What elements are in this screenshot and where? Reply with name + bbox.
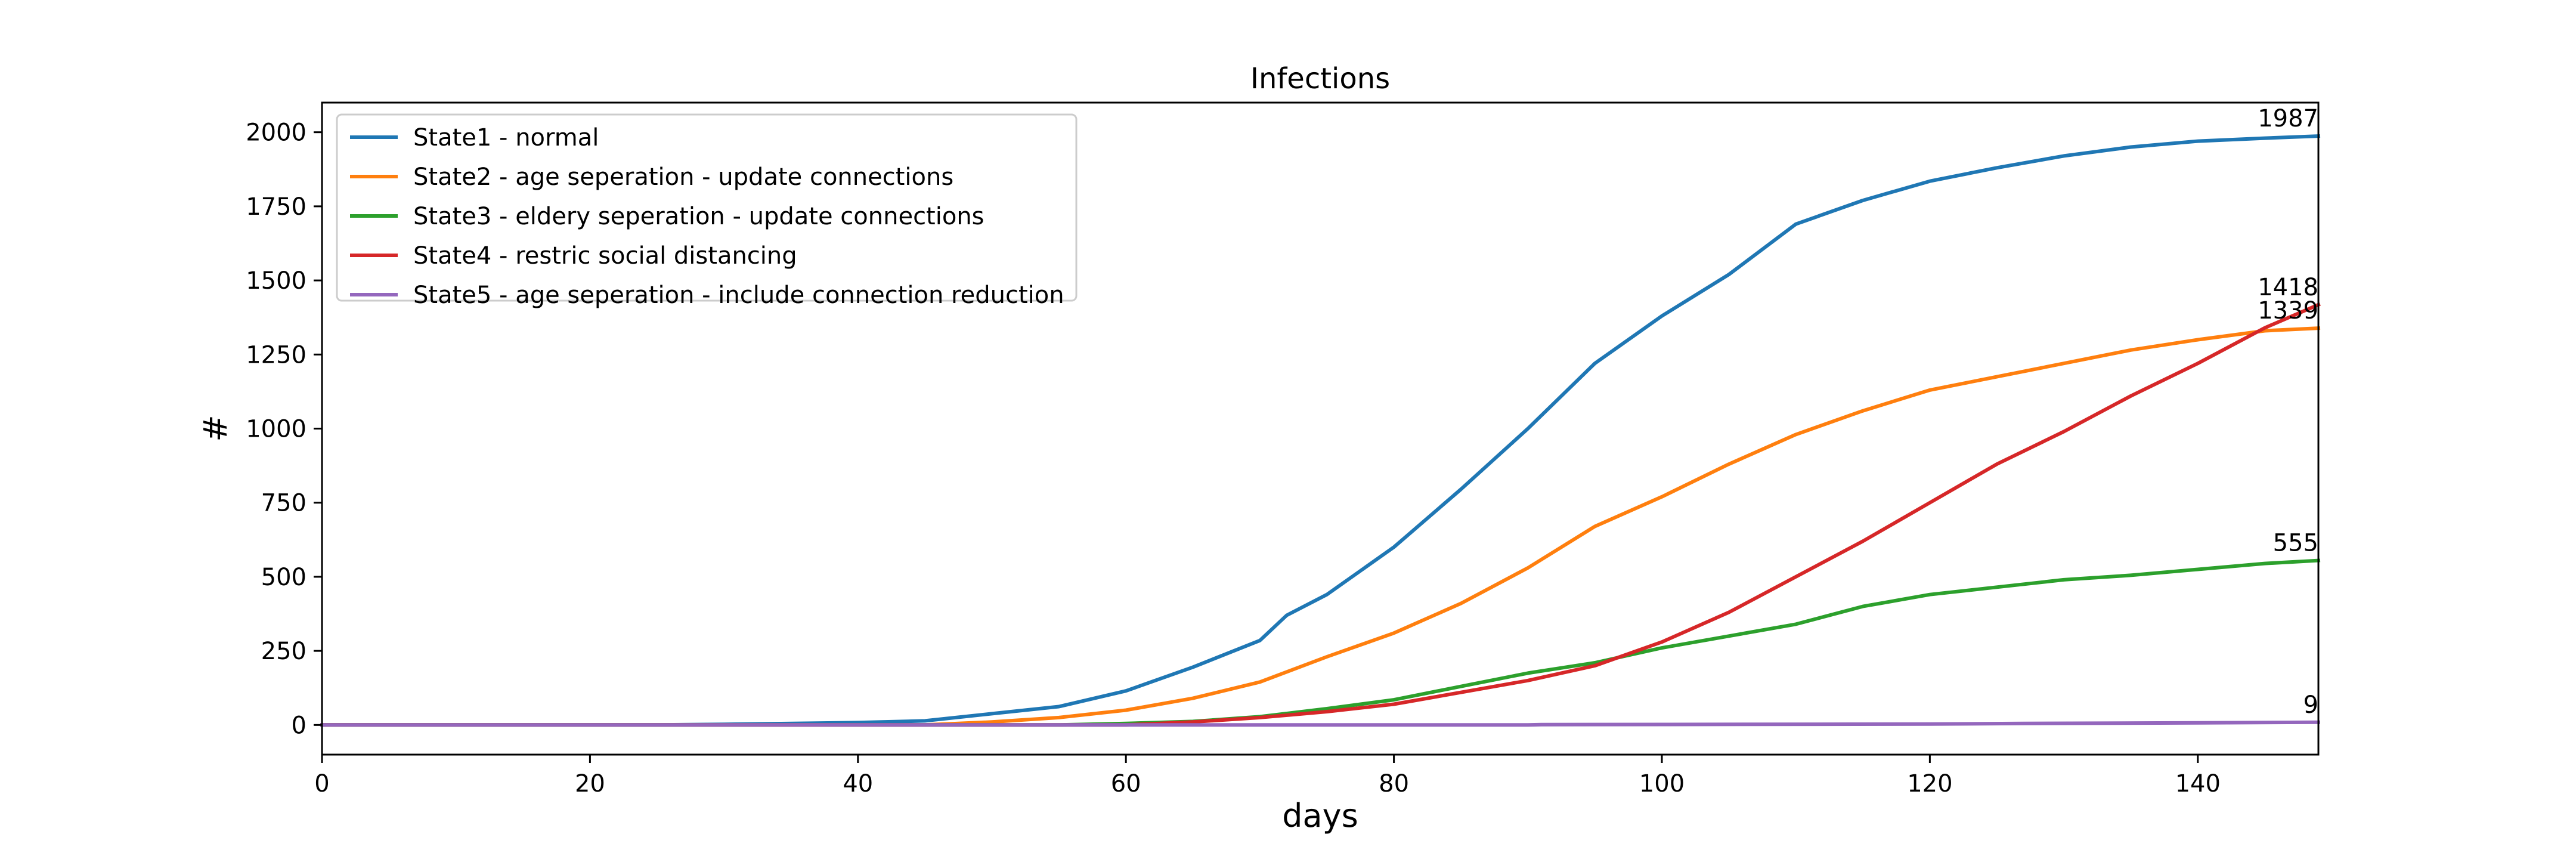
y-tick-label: 0 bbox=[292, 712, 306, 739]
end-value-label-3: 555 bbox=[2273, 530, 2318, 557]
x-tick-label: 20 bbox=[575, 770, 605, 798]
x-tick-label: 40 bbox=[843, 770, 873, 798]
x-tick-label: 60 bbox=[1111, 770, 1141, 798]
end-labels: 1987 1339 555 1418 9 bbox=[2258, 105, 2318, 719]
series-line-4 bbox=[320, 302, 2321, 727]
y-tick-label: 250 bbox=[261, 638, 306, 665]
x-axis-label: days bbox=[1282, 797, 1358, 835]
x-tick-label: 120 bbox=[1907, 770, 1952, 798]
end-value-label-5: 9 bbox=[2303, 691, 2318, 719]
y-axis: 0 250 500 750 1000 1250 1500 1750 2000 bbox=[246, 119, 322, 739]
y-tick-label: 750 bbox=[261, 490, 306, 517]
y-tick-label: 1500 bbox=[246, 267, 306, 295]
y-axis-label: # bbox=[197, 415, 234, 441]
end-value-label-2: 1339 bbox=[2258, 297, 2318, 325]
x-tick-label: 0 bbox=[314, 770, 329, 798]
x-axis: 0 20 40 60 80 100 120 140 bbox=[314, 755, 2221, 798]
x-tick-label: 80 bbox=[1379, 770, 1409, 798]
chart-title: Infections bbox=[1250, 62, 1390, 95]
x-tick-label: 100 bbox=[1639, 770, 1685, 798]
legend-entry-3: State3 - eldery seperation - update conn… bbox=[413, 203, 984, 230]
series-line-5 bbox=[320, 720, 2321, 727]
series-line-2 bbox=[320, 326, 2321, 727]
legend-box bbox=[336, 113, 1078, 302]
legend: State1 - normal State2 - age seperation -… bbox=[336, 113, 1078, 309]
series-line-3 bbox=[320, 558, 2321, 727]
legend-entry-1: State1 - normal bbox=[413, 124, 599, 152]
plot-lines bbox=[320, 134, 2321, 727]
x-tick-label: 140 bbox=[2175, 770, 2221, 798]
y-tick-label: 1250 bbox=[246, 341, 306, 369]
legend-entry-2: State2 - age seperation - update connect… bbox=[413, 163, 953, 191]
legend-entry-5: State5 - age seperation - include connec… bbox=[413, 282, 1064, 309]
legend-entry-4: State4 - restric social distancing bbox=[413, 242, 797, 270]
end-value-label-4: 1418 bbox=[2258, 274, 2318, 301]
y-tick-label: 2000 bbox=[246, 119, 306, 147]
y-tick-label: 1000 bbox=[246, 416, 306, 443]
y-tick-label: 1750 bbox=[246, 193, 306, 221]
series-line-1 bbox=[320, 134, 2321, 727]
y-tick-label: 500 bbox=[261, 564, 306, 591]
end-value-label-1: 1987 bbox=[2258, 105, 2318, 132]
